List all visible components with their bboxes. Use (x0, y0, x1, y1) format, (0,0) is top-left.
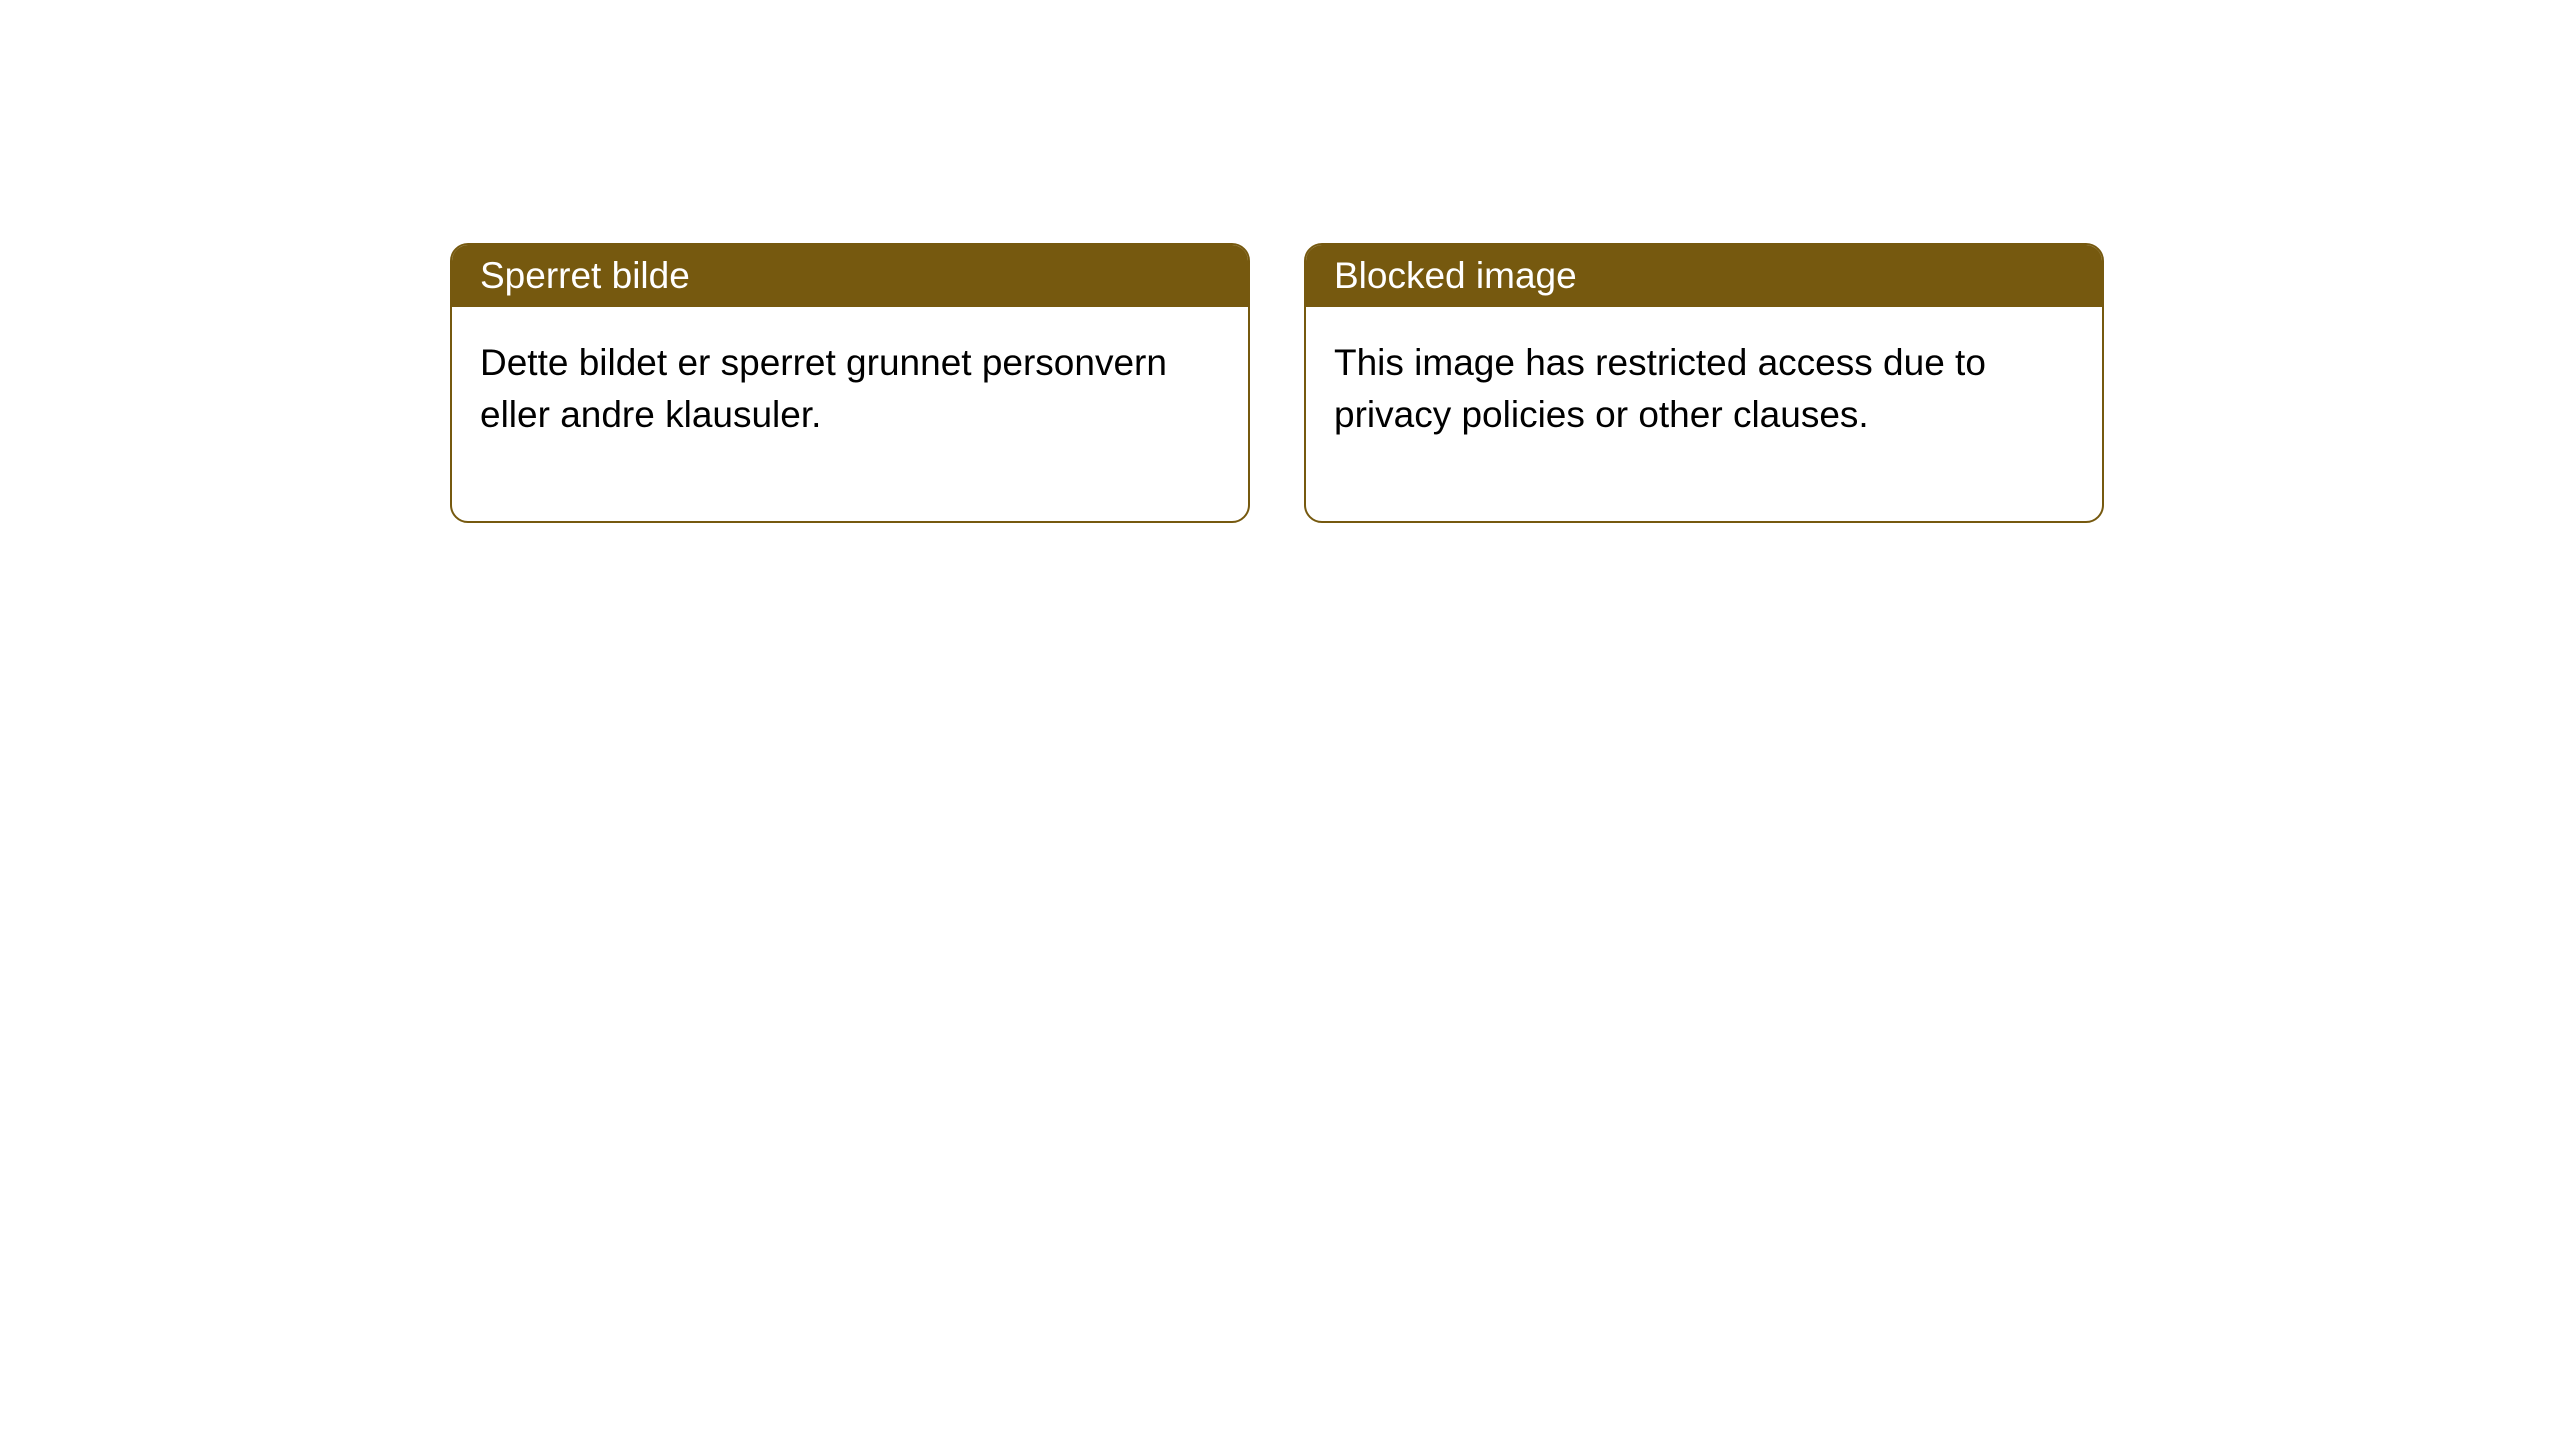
notice-card-english: Blocked image This image has restricted … (1304, 243, 2104, 523)
card-body: Dette bildet er sperret grunnet personve… (452, 307, 1248, 521)
card-body-text: Dette bildet er sperret grunnet personve… (480, 342, 1167, 435)
notice-cards-container: Sperret bilde Dette bildet er sperret gr… (450, 243, 2104, 523)
card-body: This image has restricted access due to … (1306, 307, 2102, 521)
card-title: Sperret bilde (480, 255, 690, 296)
notice-card-norwegian: Sperret bilde Dette bildet er sperret gr… (450, 243, 1250, 523)
card-header: Sperret bilde (452, 245, 1248, 307)
card-title: Blocked image (1334, 255, 1577, 296)
card-body-text: This image has restricted access due to … (1334, 342, 1986, 435)
card-header: Blocked image (1306, 245, 2102, 307)
